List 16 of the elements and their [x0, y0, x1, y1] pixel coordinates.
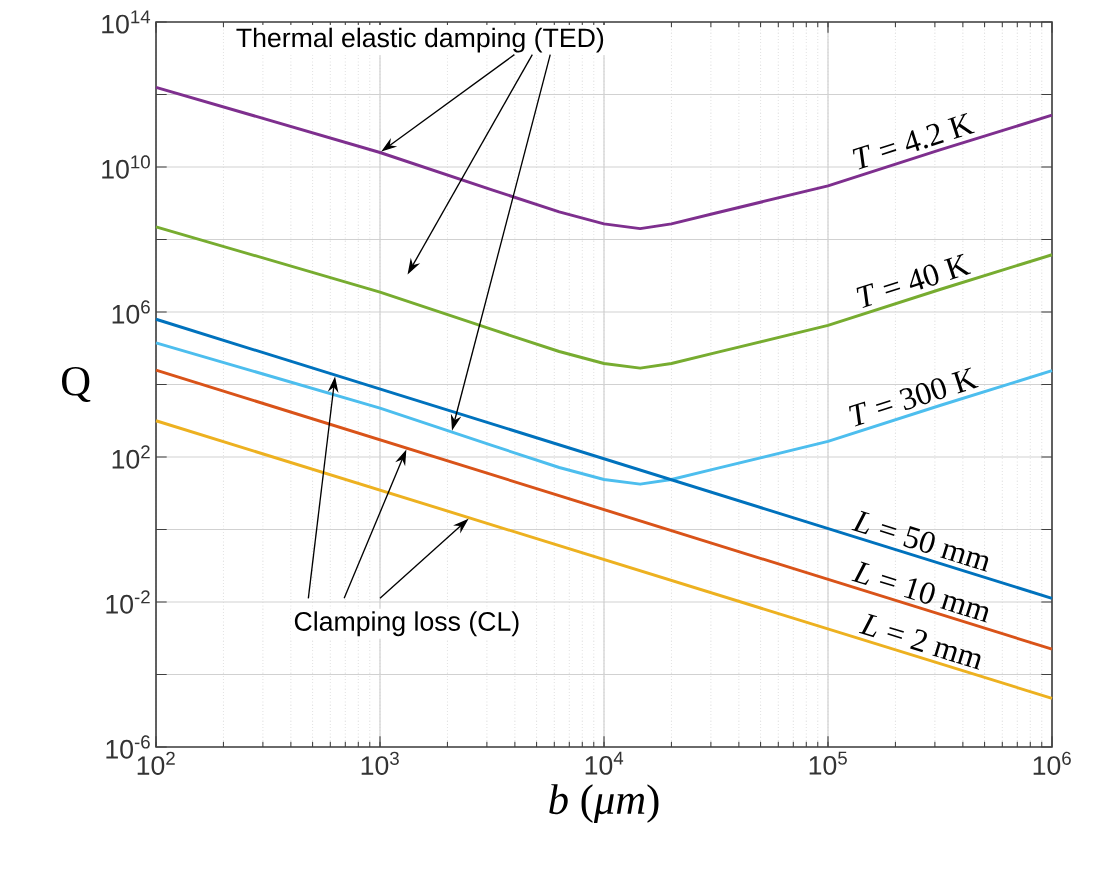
x-axis-title: b (μm): [549, 784, 659, 823]
annotation: Clamping loss (CL): [294, 611, 519, 637]
x-tick-label: 10$^{6}$: [1033, 751, 1071, 776]
y-tick-label: 10$^{6}$: [112, 300, 150, 324]
text: T = 300 K: [848, 367, 979, 427]
y-tick-label: 10$^{10}$: [102, 155, 150, 179]
x-tick-label: 10$^{4}$: [585, 751, 624, 775]
y-tick-label: 10$^{-2}$: [106, 590, 150, 614]
y-axis-title: Q: [62, 366, 91, 403]
x-tick-label: 10$^{5}$: [809, 751, 847, 775]
y-tick-label: 10$^{14}$: [102, 10, 151, 34]
annotation: Thermal elastic damping (TED): [236, 27, 604, 53]
x-tick-label: 10$^{3}$: [361, 751, 399, 776]
text: T = 40 K: [856, 253, 972, 309]
text: T = 4.2 K: [852, 112, 975, 170]
y-tick-label: 10$^{2}$: [112, 445, 150, 469]
